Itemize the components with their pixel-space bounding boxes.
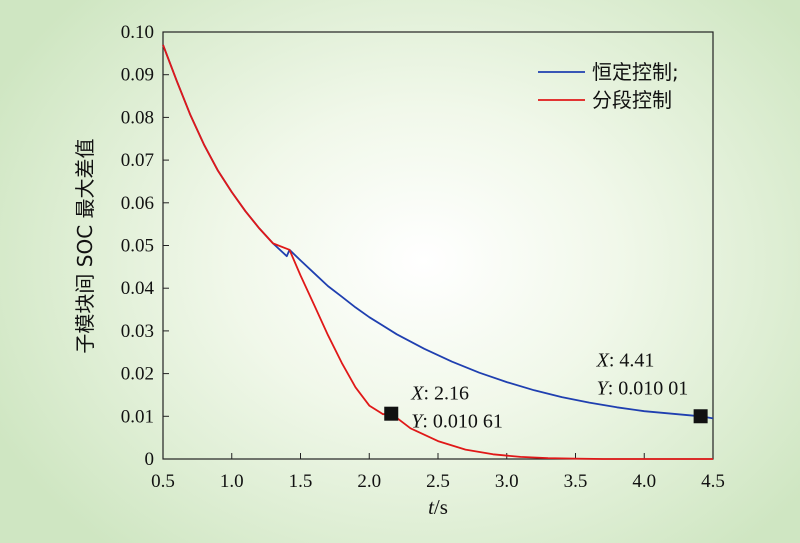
- x-tick-label: 0.5: [151, 471, 175, 492]
- x-tick-label: 2.5: [426, 471, 450, 492]
- y-tick-label: 0.09: [121, 65, 154, 86]
- marker-annotation: X: 4.41: [596, 349, 655, 371]
- y-tick-label: 0.04: [121, 278, 155, 299]
- x-tick-label: 3.0: [495, 471, 519, 492]
- marker-annotation: X: 2.16: [410, 383, 469, 405]
- series-layer: [162, 44, 714, 460]
- y-tick-label: 0.07: [121, 150, 154, 171]
- legend-label: 分段控制: [592, 88, 672, 112]
- x-tick-label: 1.5: [289, 471, 313, 492]
- x-tick-label: 2.0: [357, 471, 381, 492]
- legend: 恒定控制; 分段控制: [538, 60, 679, 112]
- y-axis-label: 子模块间 SOC 最大差值: [73, 138, 97, 353]
- x-axis-label: t/s: [428, 495, 448, 519]
- y-tick-label: 0.06: [121, 193, 154, 214]
- data-marker: [693, 409, 708, 424]
- ticks: 0.5 1.0 1.5 2.0 2.5 3.0 3.5 4.0 4.5 0 0.01 0.02 0.03…: [121, 22, 725, 492]
- marker-annotation: Y: 0.010 61: [411, 411, 503, 433]
- series-line-2: [162, 44, 713, 460]
- y-tick-label: 0.02: [121, 364, 154, 385]
- y-tick-label: 0.10: [121, 22, 154, 43]
- x-tick-label: 4.5: [701, 471, 725, 492]
- marker-annotation: Y: 0.010 01: [597, 377, 689, 399]
- x-tick-label: 3.5: [564, 471, 588, 492]
- y-tick-label: 0: [145, 449, 155, 470]
- y-tick-label: 0.03: [121, 321, 154, 342]
- y-tick-label: 0.05: [121, 236, 154, 257]
- data-marker: [384, 406, 399, 421]
- x-tick-label: 1.0: [220, 471, 244, 492]
- y-tick-label: 0.08: [121, 107, 154, 128]
- x-tick-label: 4.0: [632, 471, 656, 492]
- legend-label: 恒定控制;: [592, 60, 679, 84]
- markers-layer: X: 2.16 Y: 0.010 61 X: 4.41 Y: 0.010 01: [384, 349, 708, 433]
- y-tick-label: 0.01: [121, 406, 154, 427]
